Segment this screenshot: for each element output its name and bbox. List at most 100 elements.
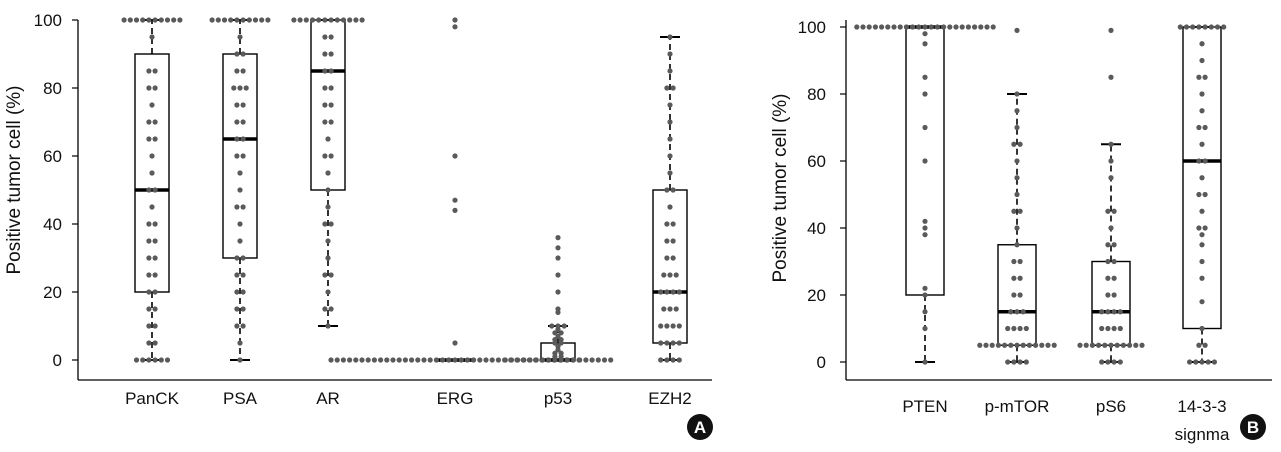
data-point [240, 17, 246, 23]
data-point [237, 85, 243, 91]
data-point [1017, 275, 1023, 281]
data-point [152, 187, 158, 193]
data-point [471, 357, 477, 363]
data-point [152, 357, 158, 363]
data-point [1199, 57, 1205, 64]
data-point [922, 41, 928, 47]
data-point [1014, 108, 1020, 114]
data-point [152, 255, 158, 261]
box-erg [328, 17, 582, 363]
data-point [347, 357, 353, 363]
data-point [673, 306, 679, 312]
data-point [234, 306, 240, 312]
data-point [1117, 309, 1123, 315]
data-point [322, 51, 328, 57]
data-point [328, 51, 334, 57]
data-point [670, 85, 676, 91]
data-point [152, 136, 158, 142]
data-point [891, 24, 897, 30]
data-point [1202, 342, 1208, 348]
data-point [533, 357, 539, 363]
data-point [322, 17, 328, 23]
data-point [667, 204, 673, 210]
data-point [664, 357, 670, 363]
data-point [546, 357, 552, 363]
data-point [340, 17, 347, 23]
data-point [555, 326, 561, 332]
data-point [234, 255, 240, 261]
data-point [158, 17, 164, 23]
data-point [555, 347, 561, 353]
data-point [1083, 342, 1089, 348]
data-point [1017, 359, 1023, 365]
data-point [234, 272, 240, 278]
outlier-point [555, 272, 561, 278]
data-point [1111, 359, 1117, 365]
data-point [1199, 91, 1205, 97]
data-point [978, 24, 984, 30]
data-point [1199, 275, 1205, 281]
data-point [664, 289, 670, 295]
data-point [667, 136, 673, 142]
data-point [667, 51, 673, 57]
data-point [1111, 292, 1117, 298]
data-point [664, 323, 670, 329]
data-point [240, 119, 246, 125]
data-point [676, 340, 682, 346]
data-point [152, 272, 158, 278]
panel-badge [687, 414, 713, 440]
data-point [508, 357, 515, 363]
data-point [558, 330, 564, 336]
data-point [1202, 74, 1208, 80]
data-point [237, 187, 243, 193]
data-point [539, 357, 546, 363]
data-point [325, 323, 331, 329]
data-point [234, 136, 240, 142]
data-point [152, 17, 158, 23]
data-point [922, 359, 928, 365]
data-point [322, 119, 328, 125]
data-point [127, 17, 133, 23]
data-point [1105, 242, 1111, 248]
data-point [515, 357, 521, 363]
data-point [1045, 342, 1051, 348]
data-point [667, 119, 673, 125]
data-point [152, 119, 158, 125]
data-point [1205, 359, 1211, 365]
data-point [1099, 309, 1105, 315]
data-point [922, 24, 928, 30]
data-point [664, 221, 670, 227]
outlier-point [555, 289, 561, 295]
data-point [152, 68, 158, 74]
data-point [133, 17, 140, 23]
data-point [133, 357, 140, 363]
box-iqr [310, 19, 346, 191]
data-point [922, 158, 928, 164]
category-label: AR [316, 389, 340, 408]
data-point [1105, 275, 1111, 281]
data-point [1105, 258, 1111, 265]
data-point [1014, 175, 1020, 181]
data-point [670, 255, 676, 261]
panel-badge-label: A [694, 418, 706, 437]
data-point [240, 153, 246, 159]
data-point [1108, 225, 1114, 231]
y-tick-label: 20 [807, 286, 826, 305]
data-point [240, 68, 246, 74]
data-point [234, 323, 240, 329]
data-point [1108, 342, 1114, 348]
data-point [221, 17, 228, 23]
box-iqr [652, 189, 688, 344]
data-point [661, 306, 667, 312]
box-psa [209, 17, 271, 363]
category-label: 14-3-3 [1177, 397, 1226, 416]
data-point [152, 323, 158, 329]
data-point [676, 357, 682, 363]
data-point [158, 357, 164, 363]
outlier-point [452, 207, 458, 213]
data-point [1005, 359, 1011, 365]
data-point [1105, 359, 1111, 365]
data-point [322, 306, 328, 312]
data-point [371, 357, 377, 363]
data-point [1008, 309, 1014, 315]
